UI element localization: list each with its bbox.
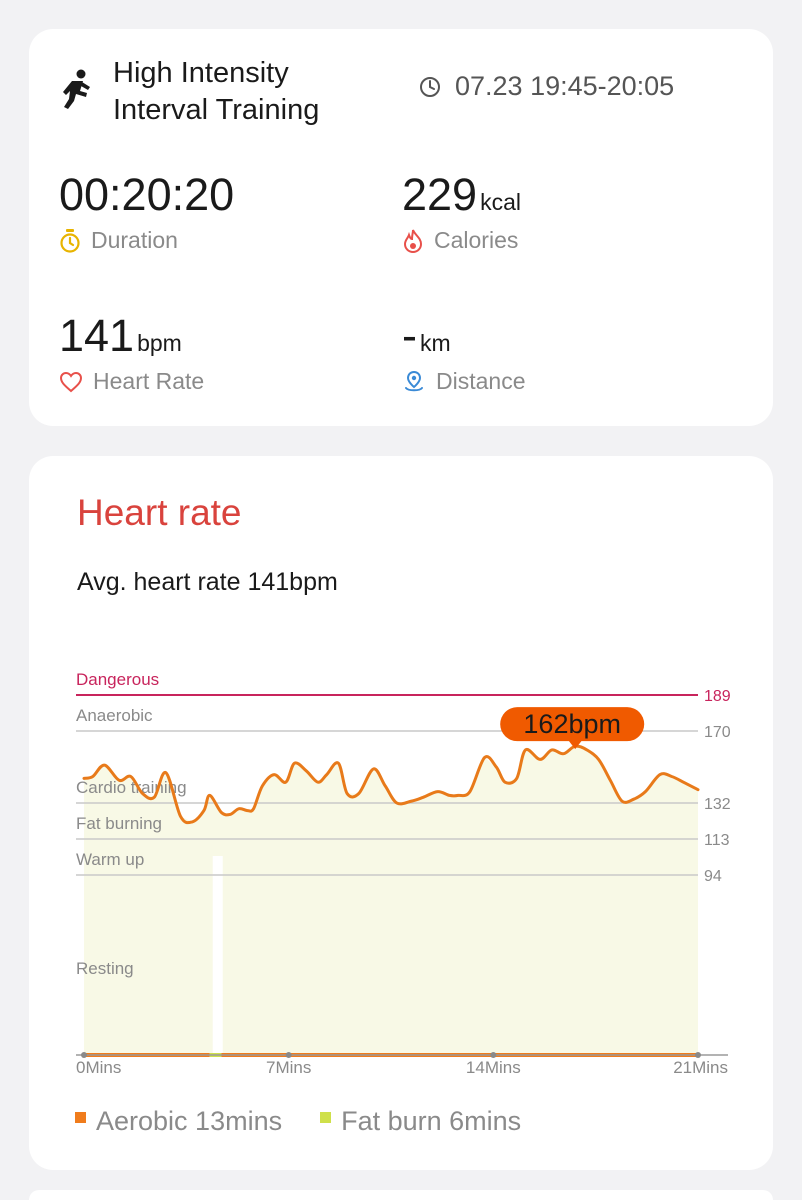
y-tick-label-189: 189: [704, 688, 731, 705]
calories-metric: 229 kcal Calories: [402, 169, 521, 254]
distance-value: -: [402, 310, 417, 361]
workout-title: High Intensity Interval Training: [113, 57, 320, 126]
zone-label-resting: Resting: [76, 959, 134, 978]
x-tick-dot-2: [490, 1052, 497, 1058]
distance-metric: - km Distance: [402, 310, 525, 395]
zone-label-fat-burning: Fat burning: [76, 814, 162, 833]
x-tick-dot-3: [695, 1052, 701, 1058]
y-tick-label-170: 170: [704, 724, 731, 741]
peak-bubble-pointer: [568, 740, 583, 750]
heart-rate-metric: 141 bpm Heart Rate: [59, 310, 204, 395]
workout-summary-card: High Intensity Interval Training 07.23 1…: [29, 29, 773, 426]
running-person-icon: [63, 69, 91, 109]
legend-label-aerobic: Aerobic 13mins: [96, 1106, 283, 1136]
heart-rate-unit: bpm: [137, 330, 182, 356]
x-tick-label-3: 21Mins: [673, 1058, 728, 1077]
y-tick-label-94: 94: [704, 868, 722, 885]
workout-time-text: 07.23 19:45-20:05: [455, 71, 675, 101]
x-tick-dot-0: [81, 1052, 87, 1058]
next-card-peek: [29, 1190, 773, 1200]
duration-value: 00:20:20: [59, 169, 235, 220]
location-pin-icon: [402, 370, 426, 394]
zone-label-warm-up: Warm up: [76, 850, 144, 869]
y-tick-label-132: 132: [704, 796, 731, 813]
chart-area-fill: [84, 746, 698, 1055]
chart-gap-strip: [212, 856, 223, 1055]
chart-legend: Aerobic 13mins Fat burn 6mins: [75, 1106, 521, 1137]
legend-label-fat-burn: Fat burn 6mins: [341, 1106, 522, 1136]
peak-bubble: [500, 707, 645, 742]
stopwatch-icon: [59, 228, 81, 253]
calories-value: 229: [402, 169, 478, 220]
heart-rate-card: Heart rate Avg. heart rate 141bpm Danger…: [29, 456, 773, 1170]
x-tick-label-0: 0Mins: [76, 1058, 121, 1077]
legend-item-aerobic: Aerobic 13mins: [75, 1106, 282, 1137]
clock-icon: [419, 76, 441, 98]
legend-item-fat-burn: Fat burn 6mins: [320, 1106, 521, 1137]
legend-swatch-fat-burn: [320, 1112, 332, 1123]
peak-label: 162bpm: [523, 709, 621, 739]
avg-heart-rate-text: Avg. heart rate 141bpm: [77, 568, 338, 596]
calories-label: Calories: [434, 227, 519, 253]
x-tick-label-2: 14Mins: [466, 1058, 521, 1077]
zone-label-anaerobic: Anaerobic: [76, 706, 153, 725]
heart-rate-value: 141: [59, 310, 135, 361]
zone-label-dangerous: Dangerous: [76, 670, 159, 689]
legend-swatch-aerobic: [75, 1112, 86, 1123]
heart-rate-label: Heart Rate: [93, 368, 205, 394]
y-tick-label-113: 113: [704, 832, 730, 849]
x-tick-dot-1: [285, 1052, 292, 1058]
calories-unit: kcal: [480, 189, 521, 215]
flame-icon: [402, 229, 424, 253]
heart-rate-line: [82, 744, 700, 825]
duration-metric: 00:20:20 Duration: [59, 169, 234, 254]
heart-icon: [59, 371, 83, 393]
distance-unit: km: [420, 330, 451, 356]
duration-label: Duration: [91, 227, 178, 253]
workout-time: 07.23 19:45-20:05: [419, 71, 674, 102]
x-tick-label-1: 7Mins: [266, 1058, 311, 1077]
distance-label: Distance: [436, 368, 526, 394]
heart-rate-section-title: Heart rate: [77, 492, 242, 533]
